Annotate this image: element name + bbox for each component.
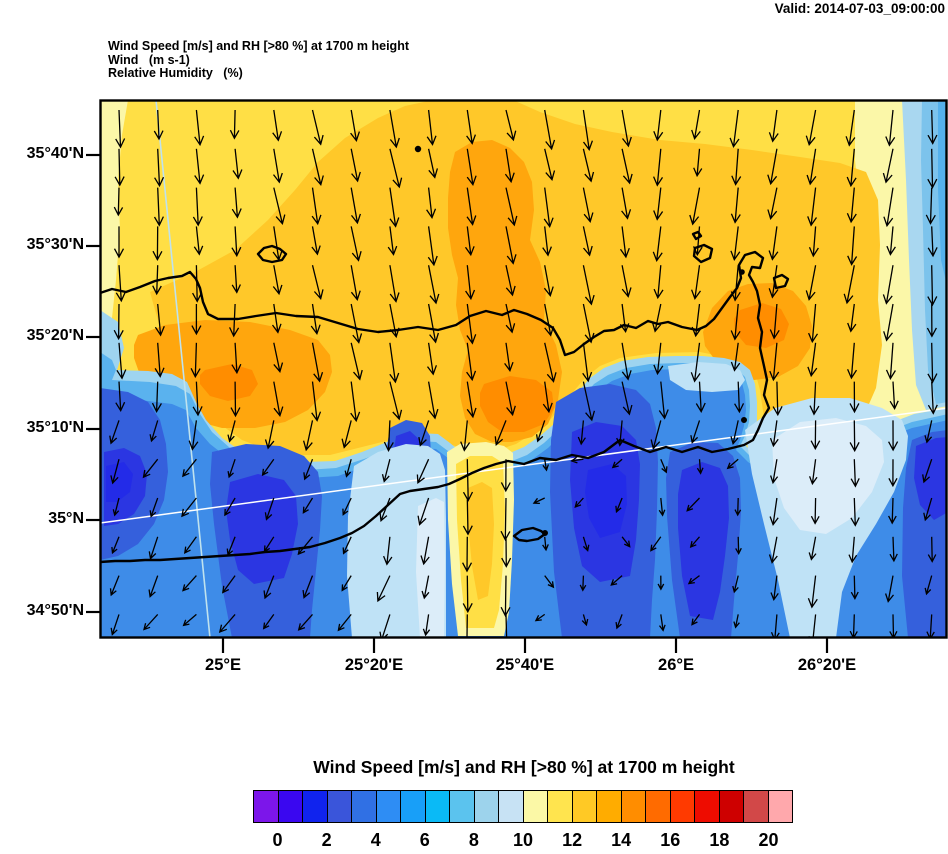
coastline-island-north <box>256 244 288 264</box>
fill-dark-orange-center-core <box>480 376 554 432</box>
colorbar-cell-18 <box>695 791 720 822</box>
map-border <box>99 99 948 639</box>
colorbar-num-0: 0 <box>272 830 283 850</box>
wind-arrows <box>109 109 938 638</box>
plot-title-line1: Wind Speed [m/s] and RH [>80 %] at 1700 … <box>108 39 409 53</box>
lon-label-2: 25°40'E <box>495 656 555 674</box>
fill-darkest-west-spot <box>106 462 133 502</box>
plot-title-line3: Relative Humidity (%) <box>108 66 243 80</box>
colorbar-num-8: 8 <box>468 830 479 850</box>
colorbar-cell-13 <box>572 791 597 822</box>
coastline-main-island <box>100 250 771 564</box>
fill-darkest-column-2-spot <box>585 464 627 538</box>
colorbar-cell-9 <box>474 791 499 822</box>
islet-dot-4 <box>741 417 748 424</box>
lat-label-2: 35°20'N <box>26 327 84 344</box>
colorbar-title: Wind Speed [m/s] and RH [>80 %] at 1700 … <box>313 757 735 777</box>
colorbar-cell-15 <box>621 791 646 822</box>
colorbar-cell-17 <box>670 791 695 822</box>
fill-pale-yellow-left-strip <box>100 100 128 322</box>
colorbar-cell-20 <box>744 791 769 822</box>
coastline <box>100 145 790 564</box>
fill-palest-band-west-of-finger <box>416 498 445 638</box>
colorbar-cell-6 <box>401 791 426 822</box>
plot-title-line2: Wind (m s-1) <box>108 52 190 67</box>
colorbar-cell-0 <box>254 791 279 822</box>
colorbar-num-6: 6 <box>419 830 430 850</box>
colorbar-cell-21 <box>768 791 792 822</box>
coastline-islet-ne-1 <box>691 230 703 241</box>
fill-dark-right-corner <box>914 437 947 520</box>
colorbar-num-4: 4 <box>370 830 381 850</box>
fill-pale-notch-rim <box>668 362 745 392</box>
islet-dot-1 <box>542 530 549 537</box>
colorbar-num-20: 20 <box>758 830 779 850</box>
colorbar-cell-7 <box>425 791 450 822</box>
colorbar-cell-4 <box>352 791 377 822</box>
lat-label-4: 35°N <box>48 510 84 527</box>
islet-dot-2 <box>414 145 422 153</box>
colorbar-num-16: 16 <box>660 830 681 850</box>
valid-time-label: Valid: 2014-07-03_09:00:00 <box>774 1 945 16</box>
colorbar-cell-14 <box>597 791 622 822</box>
lat-label-0: 35°40'N <box>26 145 84 162</box>
axis-ticks <box>86 153 829 653</box>
coastline-islet-east <box>772 273 790 290</box>
lon-label-0: 25°E <box>205 656 241 674</box>
fill-dark-column-1-core <box>226 474 298 584</box>
lon-label-4: 26°20'E <box>797 656 857 674</box>
colorbar-num-12: 12 <box>562 830 583 850</box>
fill-right-strip-deep <box>938 100 947 286</box>
colorbar-cell-16 <box>646 791 671 822</box>
colorbar-cell-8 <box>450 791 475 822</box>
colorbar-cell-11 <box>523 791 548 822</box>
lon-label-3: 26°E <box>658 656 694 674</box>
coastline-islet-ne-2 <box>692 243 714 264</box>
colorbar <box>253 790 793 823</box>
colorbar-cell-1 <box>278 791 303 822</box>
wind-arrow-paths <box>109 109 938 638</box>
colorbar-cell-10 <box>499 791 524 822</box>
fill-dark-orange-west-core <box>200 364 258 401</box>
fill-orange-center <box>448 140 562 442</box>
colorbar-num-10: 10 <box>512 830 534 850</box>
meridian-reference-line <box>155 100 211 638</box>
lat-label-1: 35°30'N <box>26 236 84 253</box>
colorbar-num-2: 2 <box>321 830 332 850</box>
colorbar-cell-19 <box>719 791 744 822</box>
lon-label-1: 25°20'E <box>344 656 404 674</box>
colorbar-num-18: 18 <box>709 830 730 850</box>
cross-section-line <box>100 407 947 524</box>
lat-label-3: 35°10'N <box>26 419 84 436</box>
colorbar-cell-5 <box>376 791 401 822</box>
colorbar-cell-3 <box>327 791 352 822</box>
colorbar-cell-12 <box>548 791 573 822</box>
plot-title-block: Wind Speed [m/s] and RH [>80 %] at 1700 … <box>108 39 409 81</box>
islet-dot-3 <box>739 269 745 275</box>
fill-finger-gold-core <box>468 482 494 600</box>
colorbar-num-14: 14 <box>611 830 632 850</box>
lat-label-5: 34°50'N <box>26 602 84 619</box>
colorbar-cell-2 <box>303 791 328 822</box>
